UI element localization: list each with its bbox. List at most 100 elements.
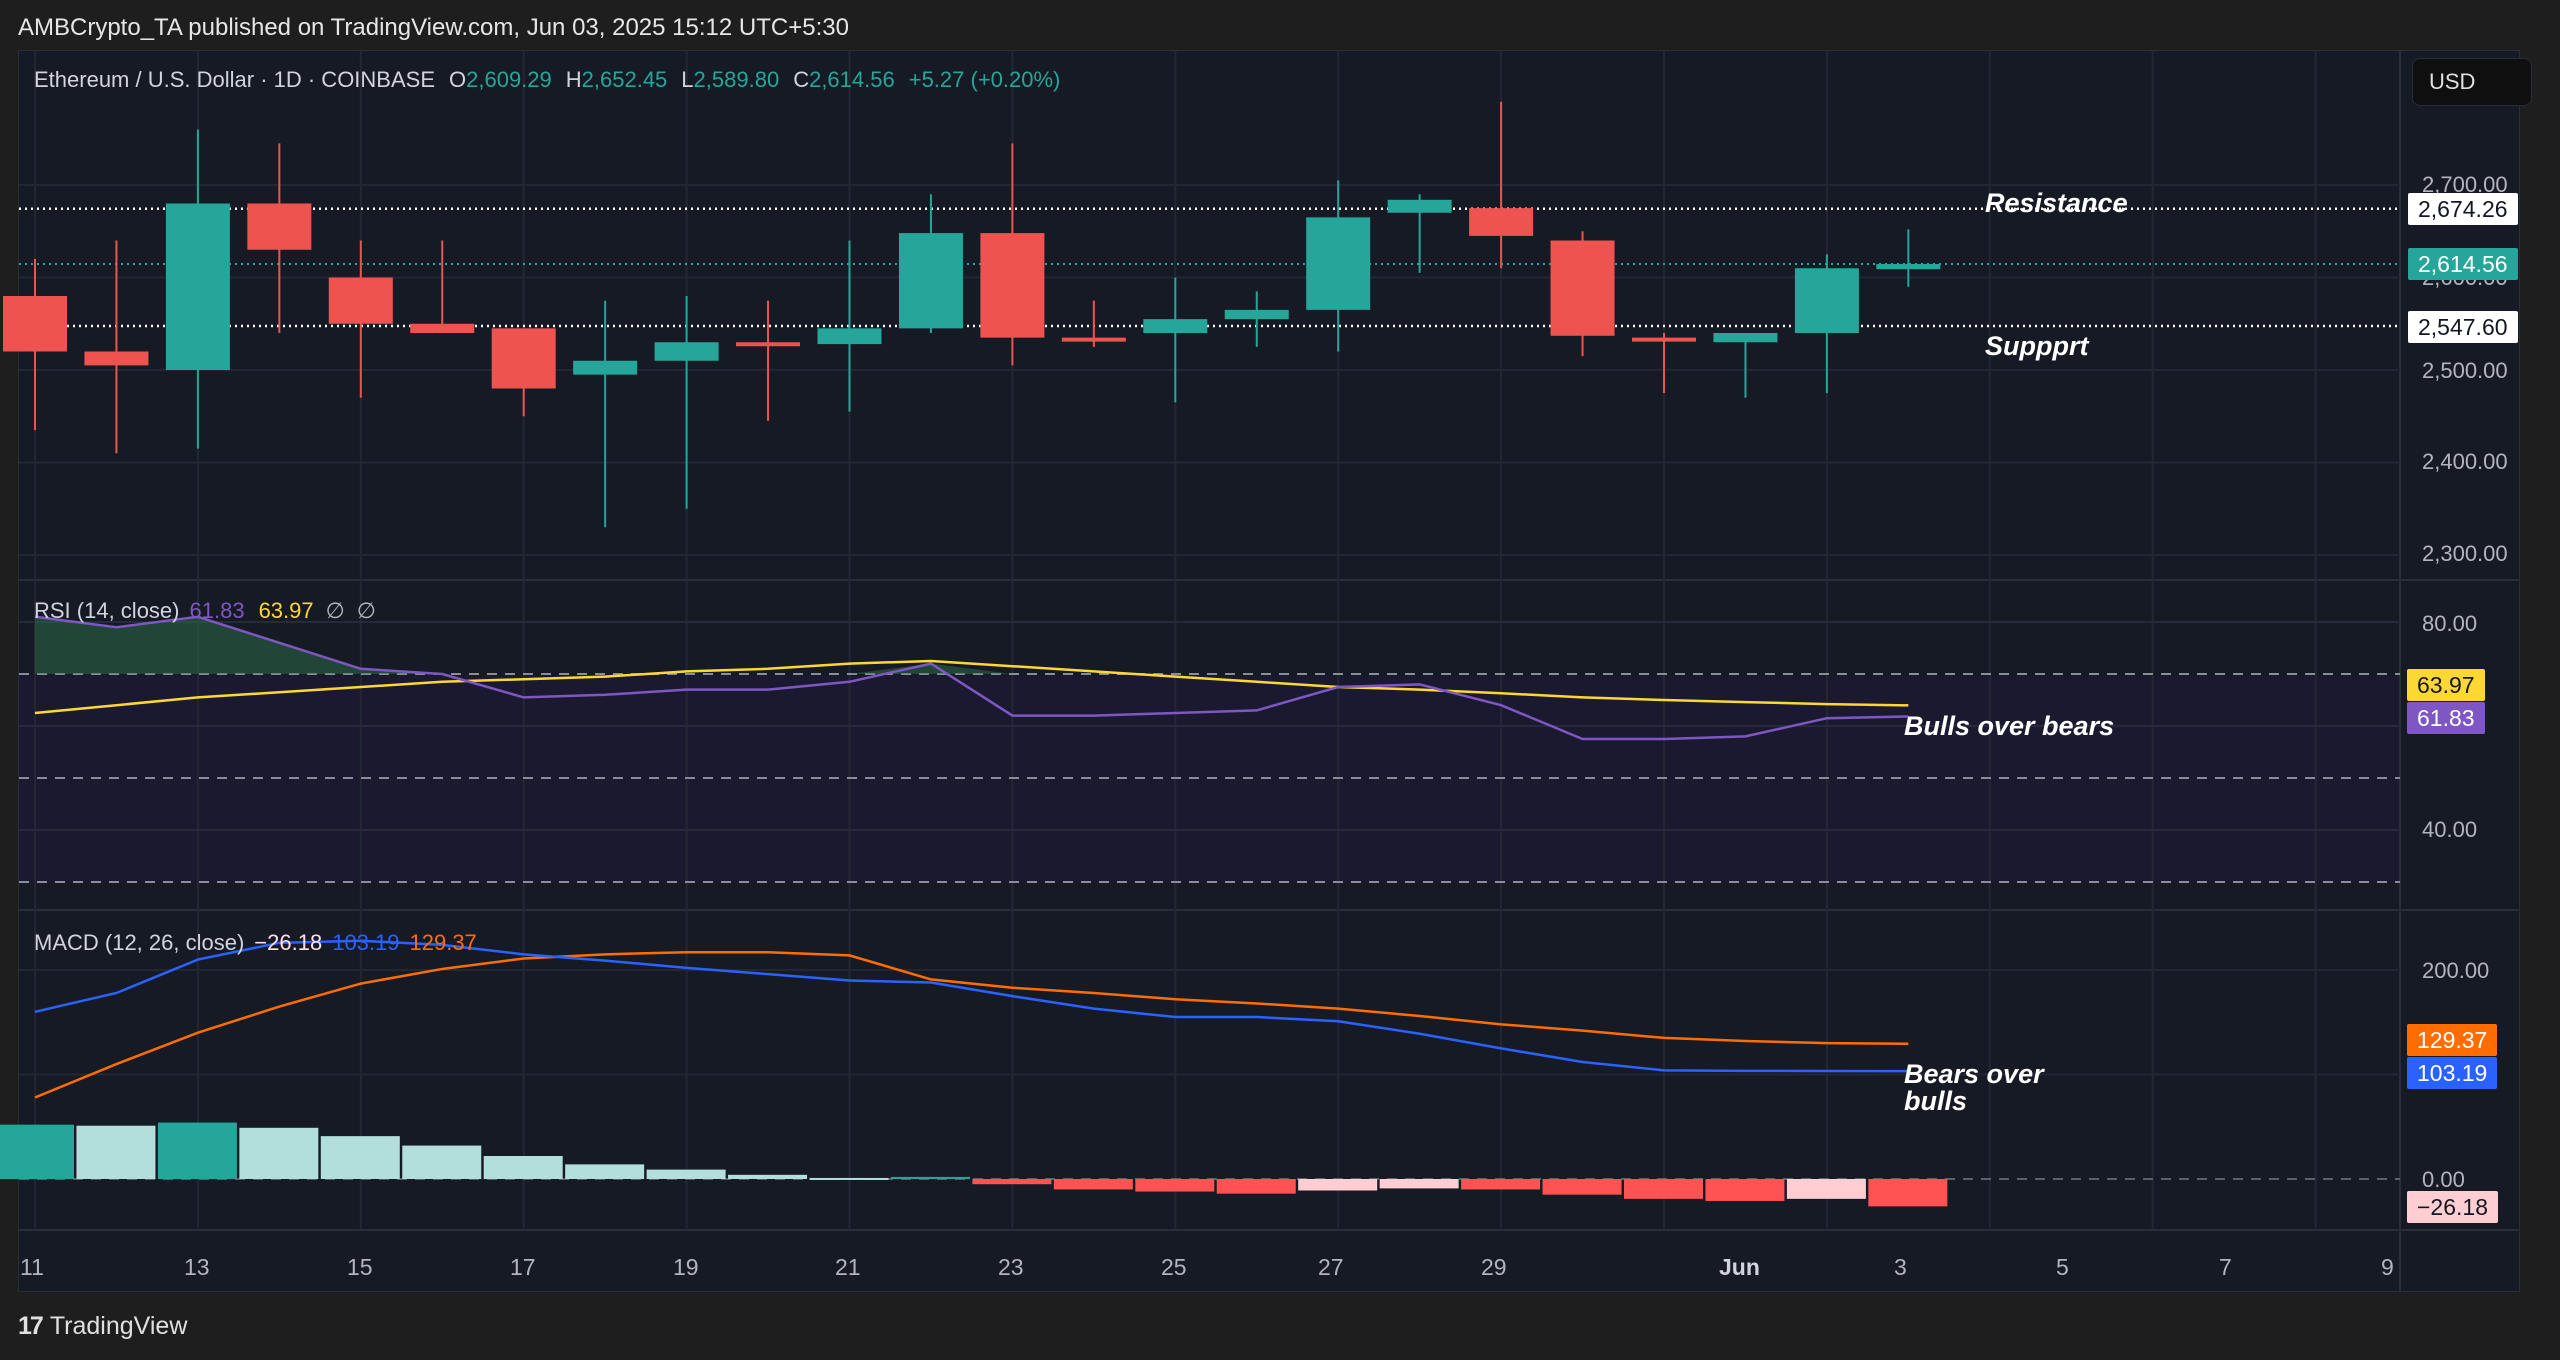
macd-histogram-bar [1135,1179,1215,1192]
macd-histogram-bar [1216,1179,1296,1194]
x-axis-label: 11 [20,1254,44,1280]
macd-histogram-bar [565,1164,645,1179]
candle-body [247,203,312,250]
macd-value: 103.19 [332,930,400,955]
macd-histogram-bar [972,1179,1052,1185]
macd-tag: 103.19 [2407,1057,2498,1089]
x-axis-label: 9 [2381,1254,2394,1280]
macd-signal-tag: 129.37 [2407,1024,2498,1056]
x-axis-label: 13 [184,1254,210,1280]
candle-body [491,328,556,389]
macd-histogram-bar [1461,1179,1541,1190]
macd-signal-line [34,950,1909,1099]
macd-histogram-bar [1624,1179,1703,1199]
macd-histogram-bar [1298,1179,1378,1191]
rsi-ma-value: 63.97 [258,598,314,623]
macd-histogram-bar [728,1174,808,1179]
macd-annotation-line1: Bears over [1904,1059,2044,1089]
tradingview-logo-icon: 17 [18,1312,44,1340]
candle-body [410,323,475,333]
macd-histogram-bar [0,1124,74,1179]
rsi-ma-line [34,659,1909,715]
rsi-axis-label: 40.00 [2422,817,2478,842]
rsi-tag: 61.83 [2407,702,2485,734]
macd-legend: MACD (12, 26, close) −26.18 103.19 129.37 [34,930,483,956]
price-axis-label: 2,300.00 [2422,541,2508,566]
x-axis-label: 5 [2056,1254,2069,1280]
candle-body [328,277,393,324]
low-value: 2,589.80 [693,67,780,92]
symbol-legend: Ethereum / U.S. Dollar · 1D · COINBASE O2… [34,67,1066,93]
macd-hist-value: −26.18 [254,930,323,955]
x-axis-label: 15 [347,1254,373,1280]
footer: 17 TradingView [18,1312,187,1341]
macd-annotation-line2: bulls [1904,1086,1968,1116]
rsi-annotation: Bulls over bears [1904,711,2115,741]
close-value: 2,614.56 [809,67,895,92]
resistance-price-tag: 2,674.26 [2408,193,2518,225]
macd-histogram-bar [1542,1179,1622,1195]
x-axis-label: 17 [510,1254,536,1280]
rsi-ma-tag: 63.97 [2407,669,2485,701]
x-axis-label: 23 [998,1254,1024,1280]
candle-body [1794,268,1859,333]
macd-histogram-bar [320,1136,400,1179]
macd-histogram-bar [1868,1179,1948,1207]
x-axis-label: 27 [1318,1254,1344,1280]
candle-body [573,360,638,375]
candle-body [1224,309,1289,320]
candle-body [165,203,230,370]
rsi-line [34,615,1909,741]
macd-annotation: Bears over bulls [1904,1061,2044,1115]
candle-body [980,233,1045,338]
price-axis-label: 2,500.00 [2422,358,2508,383]
publisher-caption: AMBCrypto_TA published on TradingView.co… [18,14,849,41]
macd-histogram-bar [1786,1179,1866,1199]
macd-axis-label: 0.00 [2422,1167,2465,1192]
macd-histogram-bar [76,1125,156,1179]
candle-body [1550,240,1615,336]
x-axis-label: 3 [1894,1254,1907,1280]
rsi-na-2: ∅ [356,598,376,623]
candle-body [1387,199,1452,213]
change-value: +5.27 (+0.20%) [908,67,1061,92]
price-axis-label: 2,700.00 [2422,172,2508,197]
candle-body [1143,319,1208,333]
macd-histogram-bar [483,1156,563,1179]
macd-histogram-bar [402,1145,482,1179]
candle-body [1469,208,1534,236]
tradingview-brand: TradingView [49,1312,188,1340]
macd-histogram-bar [646,1169,726,1179]
candle-body [654,342,719,361]
support-price-tag: 2,547.60 [2408,311,2518,343]
symbol-name: Ethereum / U.S. Dollar · 1D · COINBASE [34,67,435,92]
rsi-axis-label: 80.00 [2422,611,2478,636]
support-annotation: Suppprt [1985,331,2089,361]
candle-body [1713,333,1778,343]
x-axis-label: 29 [1481,1254,1507,1280]
currency-button[interactable]: USD [2412,58,2532,106]
candle-body [1061,337,1126,342]
x-axis-label: Jun [1719,1254,1760,1280]
macd-histogram-bar [1379,1179,1459,1189]
high-label: H [565,67,582,92]
price-axis-label: 2,400.00 [2422,449,2508,474]
candle-body [817,328,882,345]
macd-histogram-bar [890,1176,970,1179]
macd-histogram-bar [1705,1179,1785,1201]
x-axis-label: 25 [1161,1254,1187,1280]
candle-body [1632,337,1696,342]
candle-body [898,233,963,329]
macd-histogram-bar [239,1127,319,1179]
rsi-title: RSI (14, close) [34,598,180,623]
last-price-tag: 2,614.56 [2408,248,2518,280]
x-axis-label: 19 [673,1254,699,1280]
macd-histogram-bar [809,1177,889,1180]
candle-body [1876,264,1941,270]
macd-line [34,939,1909,1073]
rsi-overbought-fill [35,616,1909,674]
candle-body [84,351,149,366]
macd-hist-tag: −26.18 [2407,1191,2498,1223]
macd-signal-value: 129.37 [409,930,477,955]
